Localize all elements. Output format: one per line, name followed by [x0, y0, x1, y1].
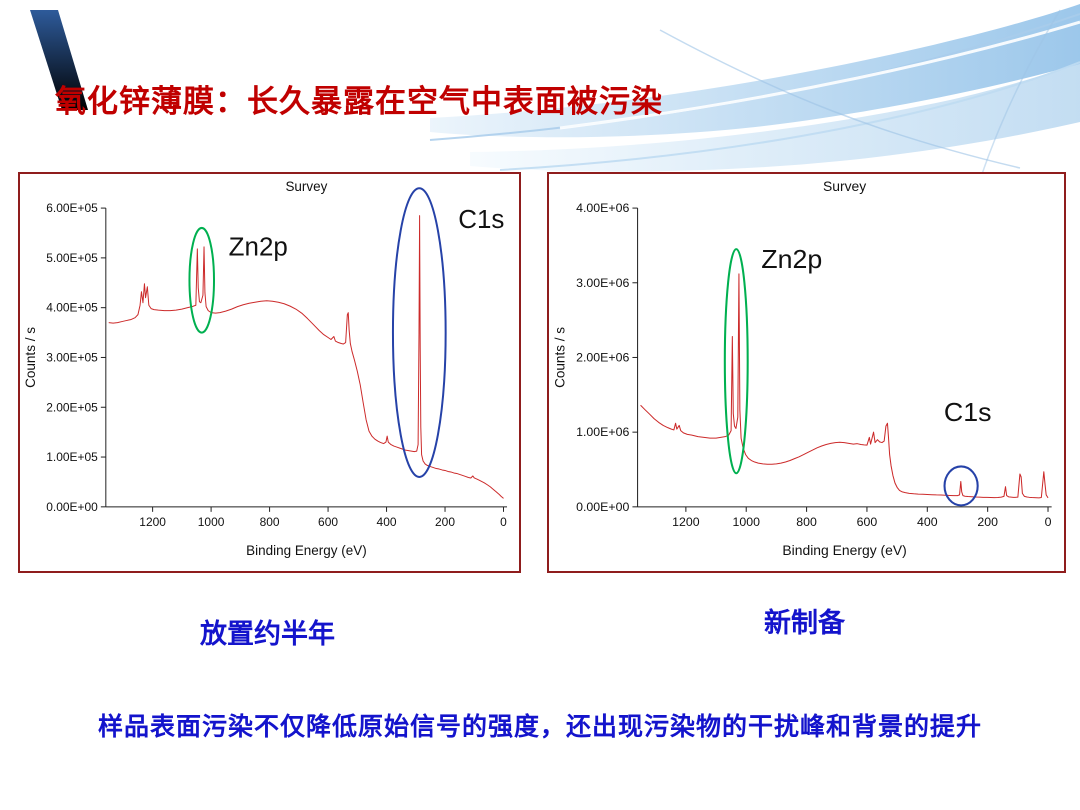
xps-chart-fresh: Survey 0.00E+00 1.00E+06 2.00E+06 3.00E+06 4.…	[547, 172, 1066, 573]
c1s-ellipse	[943, 465, 979, 507]
y-axis-label: Counts / s	[552, 327, 567, 388]
caption-aged: 放置约半年	[200, 619, 335, 649]
y-tick-label: 1.00E+05	[46, 450, 98, 464]
xps-chart-aged: Survey 0.00E+00 1.00E+05 2.00E+05 3.00E+05 4.…	[18, 172, 521, 573]
caption-fresh: 新制备	[764, 608, 845, 638]
spectrum-line	[640, 273, 1049, 499]
x-axis-label: Binding Energy (eV)	[782, 543, 906, 558]
xps-chart-aged-svg: Survey 0.00E+00 1.00E+05 2.00E+05 3.00E+05 4.…	[23, 179, 507, 558]
y-tick-label: 3.00E+06	[576, 276, 629, 290]
x-tick-label: 1000	[732, 515, 760, 529]
y-tick-label: 1.00E+06	[576, 425, 629, 439]
y-tick-label: 4.00E+05	[46, 301, 98, 315]
x-tick-label: 800	[260, 515, 280, 529]
spectrum-line	[108, 215, 504, 499]
chart-title: Survey	[285, 179, 327, 194]
y-tick-label: 2.00E+05	[46, 400, 98, 414]
x-tick-label: 400	[377, 515, 397, 529]
c1s-label: C1s	[944, 397, 992, 427]
chart-title: Survey	[823, 179, 866, 194]
x-tick-label: 600	[857, 515, 878, 529]
xps-chart-fresh-svg: Survey 0.00E+00 1.00E+06 2.00E+06 3.00E+06 4.…	[552, 179, 1052, 558]
zn2p-label: Zn2p	[761, 244, 822, 274]
c1s-label: C1s	[458, 204, 504, 234]
x-tick-label: 0	[500, 515, 507, 529]
y-tick-label: 0.00E+00	[46, 500, 98, 514]
bottom-note: 样品表面污染不仅降低原始信号的强度，还出现污染物的干扰峰和背景的提升	[97, 713, 982, 741]
wave-cross-line-2	[979, 9, 1061, 181]
y-tick-label: 3.00E+05	[46, 350, 98, 364]
y-axis-label: Counts / s	[23, 327, 38, 388]
y-tick-label: 2.00E+06	[576, 351, 629, 365]
x-tick-label: 800	[796, 515, 817, 529]
x-tick-label: 1000	[198, 515, 225, 529]
c1s-ellipse	[391, 187, 447, 478]
zn2p-ellipse	[188, 226, 216, 334]
x-tick-label: 200	[977, 515, 998, 529]
zn2p-ellipse	[723, 248, 749, 475]
page-title: 氧化锌薄膜：长久暴露在空气中表面被污染	[55, 84, 663, 119]
y-tick-label: 6.00E+05	[46, 201, 98, 215]
zn2p-label: Zn2p	[229, 231, 288, 261]
y-tick-label: 5.00E+05	[46, 251, 98, 265]
x-tick-label: 400	[917, 515, 938, 529]
wave-cross-line-1	[659, 29, 1021, 169]
x-tick-label: 1200	[672, 515, 700, 529]
x-axis-label: Binding Energy (eV)	[246, 543, 367, 558]
x-tick-label: 0	[1045, 515, 1052, 529]
y-tick-label: 0.00E+00	[576, 500, 629, 514]
x-tick-label: 600	[318, 515, 338, 529]
x-tick-label: 200	[435, 515, 455, 529]
x-tick-label: 1200	[139, 515, 166, 529]
y-tick-label: 4.00E+06	[576, 201, 629, 215]
